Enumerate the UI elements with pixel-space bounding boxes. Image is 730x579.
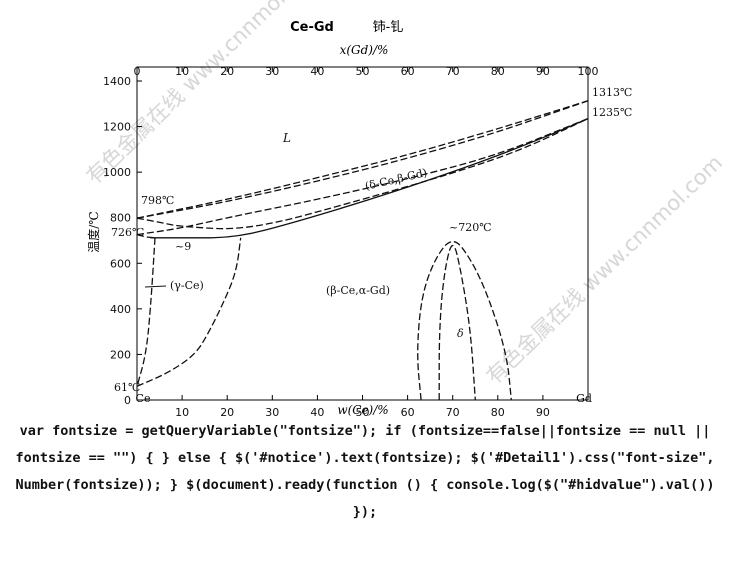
- label-798: 798℃: [141, 194, 174, 207]
- top-tick-label: 100: [578, 65, 599, 78]
- element-ce: Ce: [136, 392, 151, 405]
- phase-boundary-5: [150, 118, 589, 239]
- label-61: 61℃: [114, 381, 140, 394]
- phase-boundary-1: [136, 100, 589, 219]
- top-tick-label: 0: [134, 65, 141, 78]
- phase-delta: δ: [457, 327, 464, 340]
- y-tick-label: 800: [110, 212, 131, 225]
- element-gd: Gd: [576, 392, 592, 405]
- phase-boundary-7: [136, 237, 156, 387]
- x-tick-label: 80: [491, 406, 505, 419]
- top-tick-label: 20: [220, 65, 234, 78]
- code-text: var fontsize = getQueryVariable("fontsiz…: [15, 423, 715, 520]
- top-tick-label: 30: [265, 65, 279, 78]
- top-tick-label: 80: [491, 65, 505, 78]
- diagram-title: Ce-Gd: [290, 20, 334, 35]
- y-tick-label: 200: [110, 348, 131, 361]
- phase-gamma: (γ-Ce): [170, 279, 204, 292]
- top-tick-label: 10: [175, 65, 189, 78]
- x-tick-label: 30: [265, 406, 279, 419]
- phase-beta-alpha: (β-Ce,α-Gd): [326, 284, 390, 297]
- y-tick-label: 600: [110, 257, 131, 270]
- axis-ticks: [136, 67, 589, 401]
- x-tick-label: 90: [536, 406, 550, 419]
- label-1235: 1235℃: [592, 106, 632, 119]
- y-tick-label: 1200: [103, 121, 131, 134]
- top-tick-label: 90: [536, 65, 550, 78]
- y-tick-label: 0: [124, 394, 131, 407]
- bottom-axis-label: w(Ce)/%: [337, 403, 388, 417]
- ce-gd-phase-diagram: Ce-Gd 铈-钆 x(Gd)/% 有色金属在线 www.cnnmol.com …: [82, 0, 727, 419]
- x-tick-label: 40: [310, 406, 324, 419]
- phase-delta-beta: (δ-Ce,β-Gd): [364, 166, 429, 193]
- label-near-9: ~9: [175, 240, 191, 253]
- x-tick-label: 70: [446, 406, 460, 419]
- label-726: 726℃: [111, 226, 144, 239]
- phase-boundary-10: [438, 244, 476, 401]
- phase-L: L: [282, 131, 291, 145]
- x-tick-label: 60: [401, 406, 415, 419]
- top-tick-label: 50: [356, 65, 370, 78]
- y-axis-label: 温度/℃: [86, 211, 101, 252]
- top-tick-label: 60: [401, 65, 415, 78]
- phase-boundary-6: [136, 233, 156, 239]
- gamma-leader-line: [144, 285, 167, 288]
- diagram-title-cn: 铈-钆: [373, 19, 404, 35]
- phase-boundary-3: [136, 117, 589, 236]
- phase-boundary-9: [417, 240, 512, 401]
- y-tick-label: 1000: [103, 166, 131, 179]
- y-tick-label: 400: [110, 303, 131, 316]
- y-tick-label: 1400: [103, 75, 131, 88]
- x-tick-label: 50: [356, 406, 370, 419]
- top-axis-label: x(Gd)/%: [340, 43, 389, 57]
- x-tick-label: 20: [220, 406, 234, 419]
- label-720: ~720℃: [449, 221, 492, 234]
- phase-boundaries: [136, 100, 589, 401]
- top-tick-label: 70: [446, 65, 460, 78]
- phase-boundary-4: [136, 118, 589, 230]
- phase-boundary-8: [136, 237, 242, 387]
- top-tick-label: 40: [310, 65, 324, 78]
- watermark-group: 有色金属在线 www.cnnmol.com 有色金属在线 www.cnnmol.…: [82, 0, 727, 389]
- watermark-2: 有色金属在线 www.cnnmol.com: [482, 151, 727, 389]
- label-1313: 1313℃: [592, 86, 632, 99]
- phase-boundary-2: [136, 100, 589, 219]
- x-tick-label: 10: [175, 406, 189, 419]
